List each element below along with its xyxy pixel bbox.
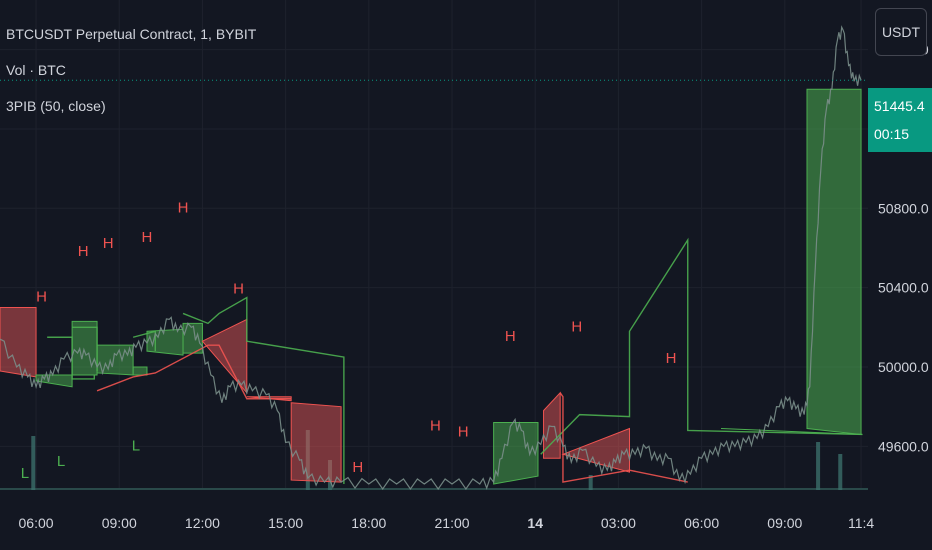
x-tick-label: 18:00 <box>351 515 386 531</box>
bull-outline <box>132 330 156 352</box>
high-marker: H <box>352 459 363 476</box>
high-marker: H <box>430 417 441 434</box>
x-tick-label: 09:00 <box>767 515 802 531</box>
indicator-outlines <box>47 237 863 485</box>
symbol-title[interactable]: BTCUSDT Perpetual Contract, 1, BYBIT <box>6 26 257 42</box>
x-tick-label: 11:4 <box>848 515 874 531</box>
x-tick-label: 06:00 <box>19 515 54 531</box>
y-tick-label: 50800.0 <box>878 200 929 216</box>
high-marker: H <box>78 243 89 260</box>
last-price-tag: 51445.4 00:15 <box>868 88 932 152</box>
bear-outline <box>559 392 688 483</box>
high-marker: H <box>233 281 244 298</box>
y-tick-label: 50400.0 <box>878 280 929 296</box>
volume-bar <box>816 442 821 490</box>
bear-envelope <box>543 391 561 459</box>
bull-envelope <box>71 320 98 376</box>
y-tick-label: 50000.0 <box>878 359 929 375</box>
high-marker: H <box>458 423 469 440</box>
bear-envelope <box>290 402 342 483</box>
price-series <box>0 25 862 491</box>
volume-bar <box>838 454 843 490</box>
high-marker: H <box>36 289 47 306</box>
low-marker: L <box>57 453 65 470</box>
high-marker: H <box>142 229 153 246</box>
x-tick-label: 15:00 <box>268 515 303 531</box>
bull-envelope <box>493 422 539 485</box>
x-tick-label: 09:00 <box>102 515 137 531</box>
volume-bar <box>588 475 593 490</box>
high-marker: H <box>505 328 516 345</box>
indicator-legend[interactable]: 3PIB (50, close) <box>6 98 106 114</box>
volume-bar <box>31 436 36 490</box>
high-marker: H <box>571 318 582 335</box>
low-marker: L <box>132 437 140 454</box>
x-tick-label: 12:00 <box>185 515 220 531</box>
currency-button[interactable]: USDT <box>875 8 927 56</box>
last-price-value: 51445.4 <box>874 98 925 114</box>
volume-legend[interactable]: Vol · BTC <box>6 62 66 78</box>
bull-outline <box>540 237 863 455</box>
low-marker: L <box>21 465 29 482</box>
bull-outline <box>72 326 98 371</box>
bull-envelope <box>146 328 184 356</box>
y-tick-label: 49600.0 <box>878 438 929 454</box>
time-axis[interactable]: 06:00 09:00 12:00 15:00 18:00 21:00 14 03:00 06:… <box>19 515 875 531</box>
chart-grid <box>0 0 868 490</box>
price-line <box>0 25 862 491</box>
x-tick-label: 06:00 <box>684 515 719 531</box>
x-tick-label: 03:00 <box>601 515 636 531</box>
bull-outline <box>47 336 95 380</box>
bull-envelope <box>182 322 203 354</box>
x-tick-label: 14 <box>527 515 543 531</box>
bear-outline <box>96 344 292 400</box>
high-marker: H <box>178 199 189 216</box>
bull-envelope <box>132 366 148 376</box>
bull-outline <box>182 296 345 485</box>
bar-countdown: 00:15 <box>874 126 910 142</box>
high-marker: H <box>666 350 677 367</box>
high-marker: H <box>103 235 114 252</box>
x-tick-label: 21:00 <box>435 515 470 531</box>
